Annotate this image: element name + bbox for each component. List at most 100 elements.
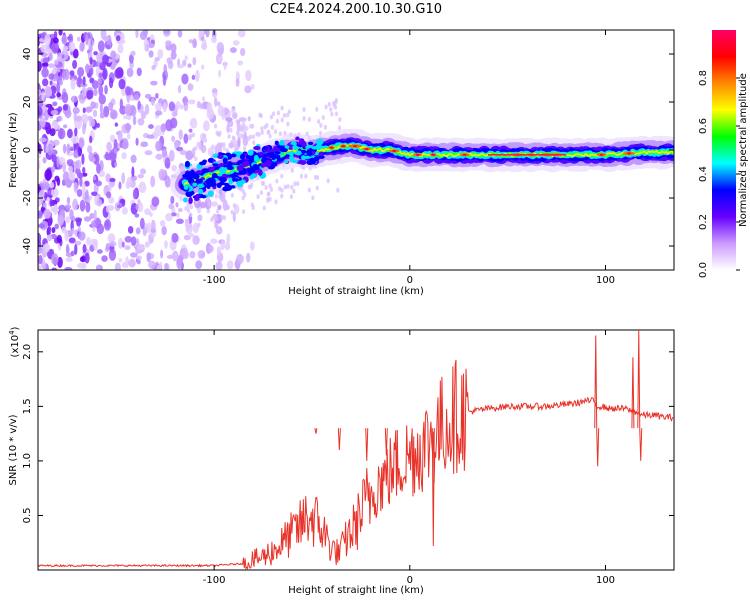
ridge-blob [230,185,236,189]
noise-speck [57,115,62,122]
noise-speck [168,203,174,210]
noise-speck [68,33,74,44]
noise-speck [87,145,93,154]
ridge-hotspot-core [341,145,346,148]
noise-speck [62,45,69,52]
noise-speck [202,96,206,102]
noise-speck [68,41,76,52]
snr-spike [594,335,598,429]
ridge-blob [248,169,253,175]
halo-speck [323,124,328,130]
snr-y-axis: 0.5 1.0 1.5 2.0 [22,344,674,523]
ridge-hotspot-core [364,148,369,151]
noise-speck [40,44,48,53]
noise-speck [188,39,194,44]
halo-speck [213,213,217,219]
noise-speck [102,54,109,64]
noise-speck [150,97,155,106]
noise-speck [176,257,183,270]
colorbar-ticks: 0.0 0.2 0.4 0.6 0.8 [698,70,740,278]
noise-speck [121,140,129,150]
noise-speck [38,144,42,155]
ridge-blob [262,146,269,150]
noise-speck [171,164,177,172]
noise-speck [76,188,83,198]
noise-speck [52,101,58,107]
noise-speck [79,41,85,52]
ridge-blob [183,197,188,203]
noise-speck [72,106,80,115]
noise-speck [54,223,59,230]
noise-speck [65,216,70,224]
noise-speck [122,207,128,215]
noise-speck [47,91,53,97]
ridge-blob [318,151,324,157]
noise-speck [93,239,98,251]
noise-speck [176,146,184,152]
halo-speck [302,107,306,112]
spectrogram-y-tick-label: -20 [22,190,33,206]
noise-speck [245,69,252,82]
noise-speck [106,141,112,152]
ridge-blob [195,193,201,198]
noise-speck [130,252,138,258]
noise-speck [41,62,49,67]
noise-speck [106,191,112,199]
noise-speck [42,157,47,164]
ridge-hotspot-core [462,153,467,156]
snr-panel: -100 0 100 0.5 1.0 1.5 2.0 Height of straight… [8,326,675,596]
noise-speck [128,258,136,268]
noise-speck [132,188,138,200]
noise-speck [214,97,218,107]
noise-speck [101,255,108,262]
snr-spike [639,428,643,461]
noise-speck [47,226,52,231]
halo-speck [188,223,192,229]
halo-speck [280,105,284,111]
noise-speck [108,248,117,261]
snr-frame [37,329,675,571]
noise-speck [210,238,218,244]
noise-speck [50,109,59,116]
noise-speck [164,263,170,270]
noise-speck [196,100,202,109]
noise-speck [175,218,184,225]
noise-speck [38,60,42,72]
ridge-blob [249,175,254,180]
noise-speck [121,199,126,207]
noise-speck [38,105,43,117]
noise-speck [108,101,114,112]
ridge-blob [222,157,228,165]
ridge-hotspot-core [415,153,420,156]
halo-speck [186,208,191,213]
noise-speck [247,116,251,122]
ridge-blob [209,181,217,188]
noise-speck [130,50,136,56]
colorbar-label: Normalized spectral amplitude [738,73,749,227]
noise-speck [96,163,101,174]
noise-speck [51,187,59,198]
snr-scale-factor: (x104) [8,326,21,357]
noise-speck [119,68,124,78]
noise-speck [42,57,50,64]
spectrogram-panel: -100 0 100 -40 -20 0 20 40 Height of straight … [8,29,675,297]
noise-speck [130,154,137,164]
snr-series-line [38,359,674,570]
halo-speck [230,209,234,215]
halo-speck [229,127,233,133]
noise-speck [46,143,54,156]
halo-speck [280,117,284,123]
halo-speck [197,222,201,228]
noise-speck [146,134,155,139]
halo-speck [329,106,333,112]
noise-speck [114,262,121,270]
noise-speck [56,82,61,94]
noise-speck [165,40,172,46]
ridge-blob [245,155,252,159]
noise-speck [46,196,50,202]
ridge-blob [228,177,234,185]
noise-speck [166,57,173,65]
noise-speck [66,196,71,205]
ridge-blob [272,162,278,167]
